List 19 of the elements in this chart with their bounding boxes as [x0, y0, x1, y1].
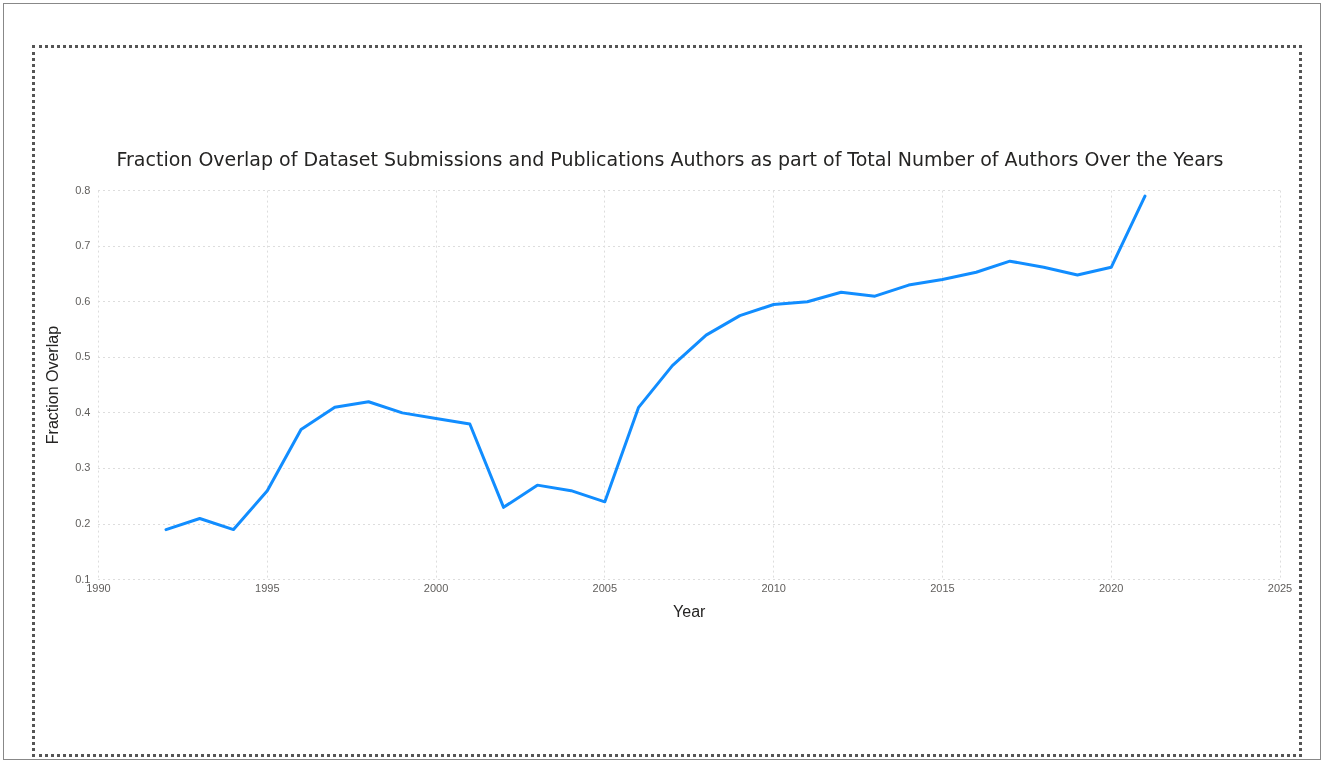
- y-tick-label: 0.7: [75, 239, 91, 252]
- chart-title: Fraction Overlap of Dataset Submissions and Publications Authors as part of Total Number of Authors Over the Years: [115, 148, 1225, 170]
- x-tick-label: 1990: [86, 582, 111, 595]
- x-tick-label: 2020: [1098, 582, 1124, 595]
- y-tick-label: 0.5: [75, 350, 91, 363]
- x-tick-label: 2005: [592, 582, 618, 595]
- y-axis-title: Fraction Overlap: [44, 325, 62, 445]
- y-tick-label: 0.4: [75, 405, 91, 418]
- x-tick-label: 1995: [255, 582, 280, 595]
- x-tick-label: 2010: [761, 582, 786, 595]
- x-axis-title: Year: [673, 602, 707, 620]
- y-tick-label: 0.6: [75, 294, 91, 307]
- y-tick-label: 0.8: [75, 183, 91, 196]
- x-tick-label: 2000: [423, 582, 449, 595]
- x-tick-label: 2025: [1267, 582, 1293, 595]
- y-tick-label: 0.1: [75, 572, 91, 585]
- y-tick-label: 0.2: [75, 517, 91, 530]
- y-tick-label: 0.3: [75, 461, 91, 474]
- x-tick-label: 2015: [930, 582, 955, 595]
